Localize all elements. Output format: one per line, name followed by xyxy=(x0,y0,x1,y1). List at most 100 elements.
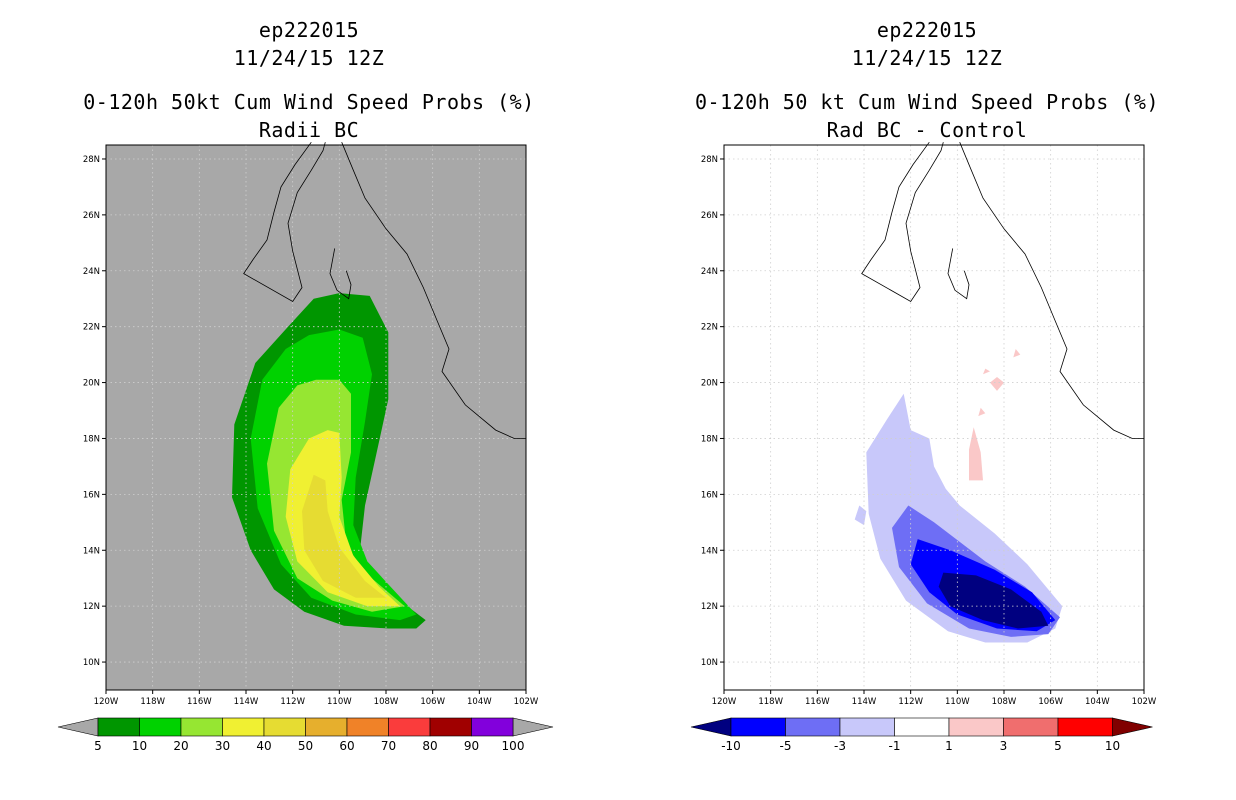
colorbar-swatch xyxy=(1003,717,1059,737)
x-tick-label: 114W xyxy=(234,697,259,707)
x-tick-label: 118W xyxy=(140,697,165,707)
x-tick-label: 104W xyxy=(467,697,492,707)
x-tick-label: 120W xyxy=(712,697,737,707)
x-tick-label: 110W xyxy=(327,697,352,707)
colorbar-label: 10 xyxy=(132,739,147,753)
right-chart: 120W 118W 116W 114W 112W 110W 108W 106W 104W 102W… xyxy=(690,141,1157,753)
coastline-0 xyxy=(243,141,326,303)
colorbar-swatch xyxy=(894,717,950,737)
x-tick-label: 116W xyxy=(805,697,830,707)
colorbar-label: 70 xyxy=(381,739,396,753)
contour-level-1-7 xyxy=(1013,349,1021,358)
x-tick-label: 112W xyxy=(280,697,305,707)
right-title-date: 11/24/15 12Z xyxy=(851,46,1003,70)
contour-level-1-9 xyxy=(978,407,986,417)
left-title-date: 11/24/15 12Z xyxy=(233,46,385,70)
colorbar-label: 50 xyxy=(298,739,313,753)
colorbar-left-arrow xyxy=(57,717,99,737)
plot-frame xyxy=(105,144,527,691)
coastline-2 xyxy=(959,142,1144,439)
y-tick-label: 18N xyxy=(701,434,718,444)
colorbar-swatch xyxy=(97,717,140,737)
x-tick-label: 104W xyxy=(1085,697,1110,707)
colorbar-swatch xyxy=(139,717,182,737)
y-tick-label: 12N xyxy=(83,602,100,612)
y-tick-label: 14N xyxy=(83,546,100,556)
colorbar-swatch xyxy=(471,717,514,737)
y-tick-label: 12N xyxy=(701,602,718,612)
colorbar-label: 30 xyxy=(215,739,230,753)
colorbar-swatch xyxy=(785,717,841,737)
colorbar-swatch xyxy=(730,717,786,737)
x-tick-label: 106W xyxy=(1038,697,1063,707)
contour-level-40-4 xyxy=(302,474,386,598)
x-tick-label: 108W xyxy=(992,697,1017,707)
colorbar-label: 5 xyxy=(94,739,102,753)
x-tick-label: 110W xyxy=(945,697,970,707)
y-tick-label: 28N xyxy=(83,155,100,165)
y-tick-label: 22N xyxy=(701,323,718,333)
contour-level-1-5 xyxy=(969,427,983,481)
colorbar-label: 80 xyxy=(422,739,437,753)
colorbar-swatch xyxy=(222,717,265,737)
x-tick-label: 114W xyxy=(852,697,877,707)
colorbar-swatch xyxy=(839,717,895,737)
contour-level-1-6 xyxy=(990,377,1004,391)
left-chart-panel: ep222015 11/24/15 12Z 0-120h 50kt Cum Wi… xyxy=(57,18,554,753)
y-tick-label: 24N xyxy=(83,267,100,277)
left-title-subtitle: Radii BC xyxy=(258,118,360,142)
contour-level-neg10-4 xyxy=(938,572,1049,629)
y-tick-label: 26N xyxy=(701,211,718,221)
colorbar-swatch xyxy=(388,717,431,737)
x-tick-label: 102W xyxy=(1132,697,1157,707)
colorbar-swatch xyxy=(305,717,348,737)
contour-level-neg1-1 xyxy=(854,505,867,526)
right-title-subtitle: Rad BC - Control xyxy=(826,118,1028,142)
left-title-storm: ep222015 xyxy=(258,18,360,42)
y-tick-label: 16N xyxy=(83,490,100,500)
colorbar-label: 40 xyxy=(256,739,271,753)
x-tick-label: 120W xyxy=(94,697,119,707)
colorbar-label: -10 xyxy=(721,739,741,753)
y-tick-label: 20N xyxy=(701,379,718,389)
colorbar-swatch xyxy=(346,717,389,737)
y-tick-label: 18N xyxy=(83,434,100,444)
y-tick-label: 10N xyxy=(83,658,100,668)
x-tick-label: 102W xyxy=(514,697,539,707)
coastline-1 xyxy=(947,248,970,300)
right-chart-panel: ep222015 11/24/15 12Z 0-120h 50 kt Cum W… xyxy=(618,0,1236,800)
coastline-2 xyxy=(341,142,526,439)
y-tick-label: 20N xyxy=(83,379,100,389)
colorbar-label: 100 xyxy=(502,739,525,753)
colorbar-label: -5 xyxy=(780,739,792,753)
x-tick-label: 116W xyxy=(187,697,212,707)
y-tick-label: 28N xyxy=(701,155,718,165)
x-tick-label: 108W xyxy=(374,697,399,707)
colorbar-label: 3 xyxy=(1000,739,1008,753)
colorbar-label: 60 xyxy=(339,739,354,753)
colorbar-right-arrow xyxy=(512,717,554,737)
colorbar-label: 10 xyxy=(1105,739,1120,753)
colorbar-left-arrow xyxy=(690,717,732,737)
plot-frame xyxy=(723,144,1145,691)
y-tick-label: 26N xyxy=(83,211,100,221)
colorbar-label: -3 xyxy=(834,739,846,753)
y-tick-label: 24N xyxy=(701,267,718,277)
y-tick-label: 22N xyxy=(83,323,100,333)
colorbar-right-arrow xyxy=(1112,717,1153,737)
x-tick-label: 118W xyxy=(758,697,783,707)
y-tick-label: 16N xyxy=(701,490,718,500)
x-tick-label: 112W xyxy=(898,697,923,707)
left-title-product: 0-120h 50kt Cum Wind Speed Probs (%) xyxy=(83,90,535,114)
coastline-1 xyxy=(329,248,352,300)
colorbar-swatch xyxy=(263,717,306,737)
colorbar-label: 1 xyxy=(945,739,953,753)
colorbar-swatch xyxy=(429,717,472,737)
colorbar-label: 5 xyxy=(1054,739,1062,753)
colorbar-swatch xyxy=(180,717,223,737)
colorbar-label: -1 xyxy=(889,739,901,753)
colorbar-swatch xyxy=(948,717,1004,737)
y-tick-label: 10N xyxy=(701,658,718,668)
right-title-product: 0-120h 50 kt Cum Wind Speed Probs (%) xyxy=(694,90,1160,114)
colorbar-label: 20 xyxy=(173,739,188,753)
